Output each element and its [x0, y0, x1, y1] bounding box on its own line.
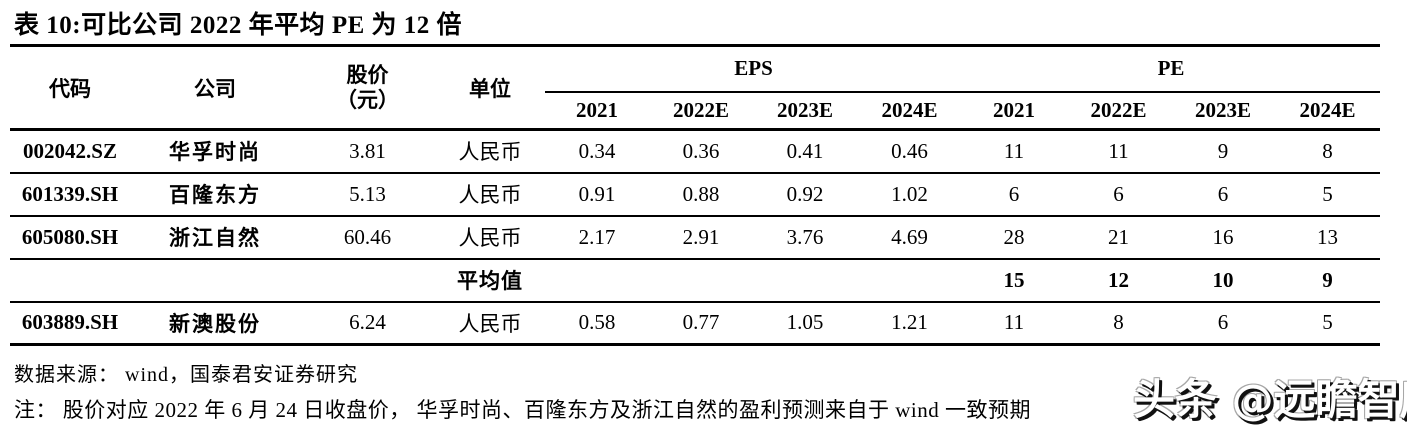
- stock-price: 5.13: [349, 181, 386, 206]
- company-name: 新澳股份: [169, 311, 261, 336]
- pe-2023e: 16: [1212, 224, 1234, 249]
- eps-2022e: 0.88: [682, 181, 720, 206]
- watermark-toutiao-yuanzhan: 头条 @远瞻智库: [1133, 375, 1407, 424]
- pe-2021: 11: [1003, 138, 1025, 163]
- pe-2024e: 5: [1322, 181, 1333, 206]
- pe-2022e: 6: [1113, 181, 1124, 206]
- col-header-company: 公司: [130, 45, 300, 131]
- company-name: [130, 259, 300, 302]
- table-row-zhejiang: 605080.SH 浙江自然 60.46 人民币 2.17 2.91 3.76 …: [10, 216, 1381, 259]
- pe-2024e: 13: [1317, 224, 1339, 249]
- stock-code: [10, 259, 130, 302]
- company-name: 百隆东方: [169, 183, 261, 207]
- stock-price: 60.46: [343, 224, 392, 249]
- eps-2023e: 0.92: [786, 181, 824, 206]
- pe-2022e: 21: [1108, 224, 1130, 249]
- pe-2021: 6: [1008, 181, 1020, 206]
- pe-year-2021: 2021: [962, 91, 1067, 131]
- pe-2022e: 11: [1108, 138, 1129, 163]
- group-header-pe: PE: [962, 45, 1381, 93]
- eps-2024e: 1.02: [891, 181, 928, 206]
- eps-2024e: 0.46: [891, 138, 928, 163]
- currency-unit: 人民币: [458, 183, 522, 207]
- eps-2024e: 1.21: [891, 310, 928, 335]
- avg-pe-2022e: 12: [1108, 267, 1130, 292]
- company-name: 浙江自然: [169, 226, 261, 250]
- eps-2024e: 4.69: [891, 224, 928, 249]
- header-group-row: 代码 公司 股价 （元） 单位 EPS PE: [10, 45, 1381, 131]
- stock-code: 605080.SH: [21, 224, 119, 249]
- eps-year-2023e: 2023E: [753, 91, 857, 131]
- pe-2024e: 8: [1322, 138, 1333, 163]
- pe-2024e: 5: [1322, 310, 1333, 335]
- col-header-price: 股价 （元）: [300, 45, 435, 131]
- avg-pe-2024e: 9: [1322, 267, 1333, 292]
- pe-2022e: 8: [1113, 310, 1124, 335]
- avg-pe-2021: 15: [1003, 267, 1025, 292]
- stock-price: [300, 259, 435, 302]
- comparable-companies-table: 代码 公司 股价 （元） 单位 EPS PE 2021 2022E 2023E …: [10, 44, 1381, 346]
- pe-2023e: 6: [1217, 181, 1229, 206]
- eps-2023e: 3.76: [786, 224, 824, 249]
- table-row-average: 平均值 15 12 10 9: [10, 259, 1381, 302]
- eps-2022e: 2.91: [682, 224, 720, 249]
- table-row-bailong: 601339.SH 百隆东方 5.13 人民币 0.91 0.88 0.92 1…: [10, 173, 1381, 216]
- stock-code: 601339.SH: [21, 181, 119, 206]
- header-years-row: 2021 2022E 2023E 2024E 2021 2022E 2023E …: [10, 91, 1381, 131]
- eps-2024e: [857, 259, 962, 302]
- pe-year-2023e: 2023E: [1171, 91, 1276, 131]
- table-row-huafu: 002042.SZ 华孚时尚 3.81 人民币 0.34 0.36 0.41 0…: [10, 130, 1381, 173]
- eps-2022e: 0.77: [682, 310, 720, 335]
- table-title: 表 10:可比公司 2022 年平均 PE 为 12 倍: [14, 12, 463, 39]
- company-name: 华孚时尚: [169, 140, 261, 165]
- data-source-text: 数据来源： wind，国泰君安证券研究: [14, 364, 358, 386]
- stock-price: 3.81: [349, 138, 386, 163]
- currency-unit: 人民币: [458, 311, 522, 336]
- col-header-code: 代码: [10, 45, 130, 131]
- eps-year-2024e: 2024E: [857, 91, 963, 131]
- currency-unit: 人民币: [458, 226, 522, 250]
- stock-price: 6.24: [349, 310, 386, 335]
- table-row-xinao: 603889.SH 新澳股份 6.24 人民币 0.58 0.77 1.05 1…: [10, 302, 1381, 345]
- col-header-price-line1: 股价: [346, 63, 389, 88]
- pe-year-2024e: 2024E: [1275, 91, 1381, 131]
- pe-2023e: 9: [1217, 138, 1229, 163]
- eps-2021: 0.34: [578, 138, 616, 163]
- footnote-text: 注： 股价对应 2022 年 6 月 24 日收盘价， 华孚时尚、百隆东方及浙江…: [14, 398, 1031, 422]
- eps-year-2022e: 2022E: [649, 91, 753, 131]
- pe-2021: 28: [1003, 224, 1025, 249]
- eps-2023e: 0.41: [786, 138, 824, 163]
- eps-2022e: [649, 259, 753, 302]
- stock-code: 603889.SH: [21, 310, 119, 335]
- group-header-eps: EPS: [545, 45, 963, 93]
- currency-unit: 人民币: [458, 140, 522, 165]
- col-header-price-line2: （元）: [336, 87, 399, 112]
- eps-2023e: [753, 259, 857, 302]
- eps-2021: 2.17: [578, 224, 616, 249]
- stock-code: 002042.SZ: [23, 138, 117, 163]
- average-label: 平均值: [457, 269, 523, 293]
- pe-year-2022e: 2022E: [1066, 91, 1172, 131]
- pe-2023e: 6: [1217, 310, 1229, 335]
- eps-2021: 0.91: [578, 181, 616, 206]
- col-header-unit: 单位: [435, 45, 545, 131]
- eps-year-2021: 2021: [545, 91, 649, 131]
- avg-pe-2023e: 10: [1212, 267, 1234, 292]
- pe-2021: 11: [1003, 310, 1025, 335]
- eps-2021: [545, 259, 649, 302]
- eps-2021: 0.58: [578, 310, 616, 335]
- eps-2022e: 0.36: [682, 138, 720, 163]
- eps-2023e: 1.05: [786, 310, 824, 335]
